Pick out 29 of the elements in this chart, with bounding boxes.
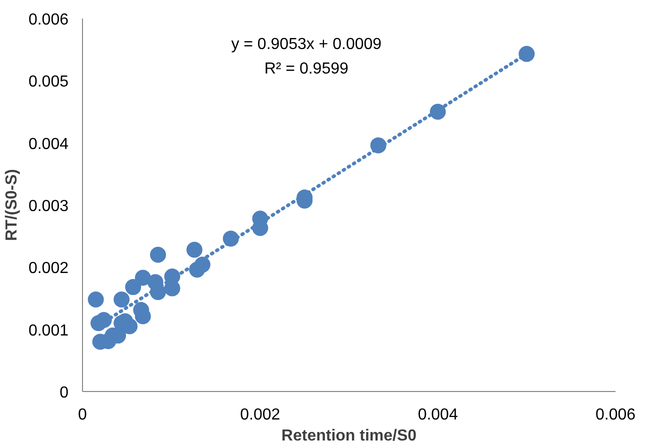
x-tick-label: 0.004 (418, 406, 458, 424)
point (370, 137, 386, 154)
point (150, 246, 166, 263)
point (518, 46, 535, 62)
y-tick-label: 0.001 (28, 322, 69, 340)
x-tick-label: 0.002 (240, 406, 280, 424)
point (194, 256, 210, 273)
point (430, 104, 446, 120)
y-tick-label: 0.005 (28, 74, 69, 91)
annotation: y = 0.9053x + 0.0009 (231, 36, 382, 54)
point (125, 279, 142, 296)
x-axis-title: Retention time/S0 (281, 428, 417, 444)
y-tick-label: 0.003 (28, 198, 69, 215)
point (150, 284, 166, 300)
y-axis-title: RT/(S0-S) (3, 169, 20, 241)
y-tick-label: 0 (60, 384, 69, 402)
point (88, 292, 104, 308)
y-tick-label: 0.004 (28, 136, 69, 153)
point (164, 280, 180, 296)
x-tick-label: 0.006 (595, 406, 636, 424)
annotation: R² = 0.9599 (264, 60, 348, 78)
point (114, 292, 130, 308)
y-tick-label: 0.002 (28, 260, 69, 278)
point (186, 242, 202, 258)
y-tick-label: 0.006 (28, 12, 69, 28)
x-tick-label: 0 (78, 406, 88, 424)
point (134, 270, 151, 286)
point (96, 312, 112, 328)
point (222, 230, 239, 247)
